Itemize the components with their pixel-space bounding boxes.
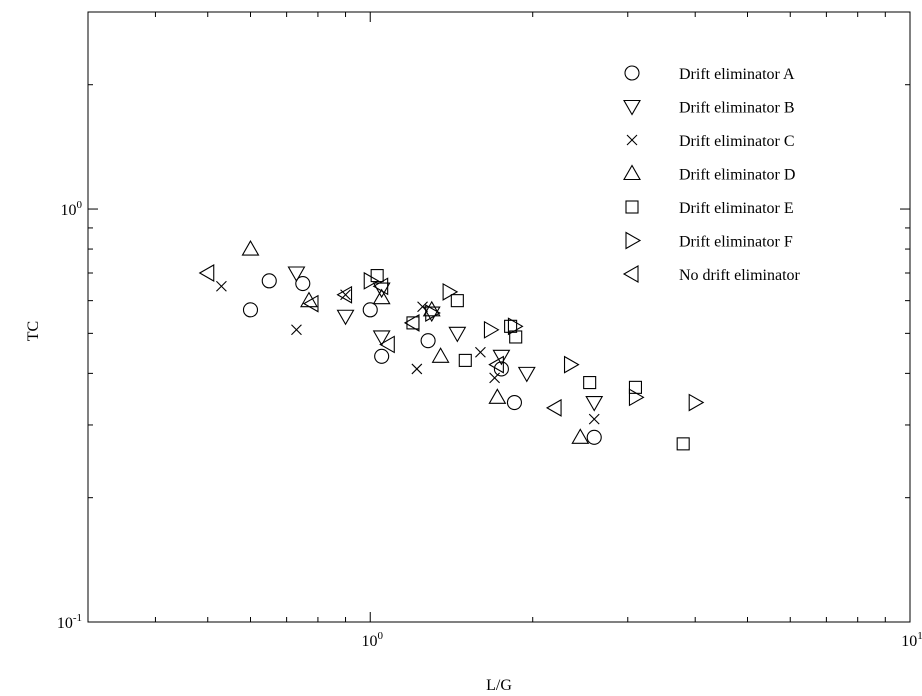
data-point-series-6 [688,393,705,412]
data-point-series-5 [676,437,690,451]
data-point-series-1 [362,302,378,318]
data-point-series-7 [198,264,215,282]
data-point-series-2 [517,366,536,383]
data-point-series-4 [488,388,507,404]
data-point-series-2 [448,326,467,343]
data-point-series-2 [372,330,391,347]
data-point-series-4 [241,239,260,256]
data-point-series-2 [492,349,511,366]
data-point-series-7 [545,398,562,417]
x-tick-label: 101 [901,630,922,650]
legend-marker-4 [623,164,641,181]
y-tick-label: 100 [61,199,83,219]
legend-marker-3 [626,134,638,146]
data-point-series-3 [489,372,501,384]
data-point-series-4 [571,428,590,444]
y-axis-ticks: 10-1 100 [57,11,910,632]
y-axis-label: TC [25,321,42,341]
data-point-series-3 [216,280,227,292]
data-point-series-6 [628,388,645,407]
data-point-series-1 [242,302,259,318]
x-tick-label: 100 [361,630,383,650]
data-point-series-7 [336,285,353,304]
plot-frame [87,11,911,623]
legend-marker-2 [623,99,641,116]
data-point-series-4 [431,347,450,363]
data-point-series-7 [379,335,395,354]
data-point-series-5 [583,376,597,390]
data-point-series-5 [504,319,518,333]
data-point-series-2 [372,282,391,299]
data-point-series-7 [403,313,420,332]
data-point-series-1 [506,394,522,411]
data-point-series-7 [372,277,389,296]
legend-label-5: Drift eliminator E [679,200,794,217]
data-point-series-5 [628,380,643,394]
data-point-series-6 [563,355,580,374]
legend-label-1: Drift eliminator A [679,66,795,83]
x-axis-ticks: 100 101 [87,12,922,650]
data-point-series-2 [287,266,306,283]
data-point-series-7 [488,355,504,374]
legend-marker-6 [625,231,642,250]
data-point-series-1 [374,348,390,364]
data-point-series-7 [302,294,319,313]
data-point-series-6 [425,304,441,322]
data-point-series-3 [291,324,302,336]
data-point-series-3 [411,363,423,375]
data-point-series-1 [586,429,602,445]
legend: Drift eliminator A Drift eliminator B Drif… [622,65,801,284]
data-point-series-6 [442,282,459,301]
data-point-series-3 [475,346,486,358]
legend-label-7: No drift eliminator [679,267,801,284]
data-point-series-3 [340,289,351,301]
legend-label-6: Drift eliminator F [679,234,793,251]
data-point-series-5 [450,294,464,308]
data-point-series-6 [507,317,524,336]
data-point-series-5 [458,353,472,367]
legend-marker-5 [625,200,639,214]
data-point-series-6 [483,320,500,339]
data-point-series-2 [422,306,441,323]
legend-marker-1 [624,65,640,81]
data-point-series-2 [336,309,355,326]
data-point-series-1 [493,361,509,377]
legend-label-3: Drift eliminator C [679,133,795,150]
y-tick-label: 10-1 [57,612,82,632]
legend-label-4: Drift eliminator D [679,167,795,184]
x-axis-label: L/G [486,677,512,694]
legend-marker-7 [622,265,639,283]
data-point-series-3 [588,413,600,425]
legend-label-2: Drift eliminator B [679,100,795,117]
data-point-series-1 [261,273,277,289]
data-point-series-4 [300,291,318,308]
data-point-series-2 [585,395,604,412]
data-point-series-4 [372,288,391,305]
data-point-series-6 [363,271,380,290]
data-point-series-1 [420,333,436,349]
data-point-series-5 [509,330,523,344]
data-point-series-1 [295,276,311,292]
data-points [198,239,705,451]
data-point-series-4 [422,300,441,317]
